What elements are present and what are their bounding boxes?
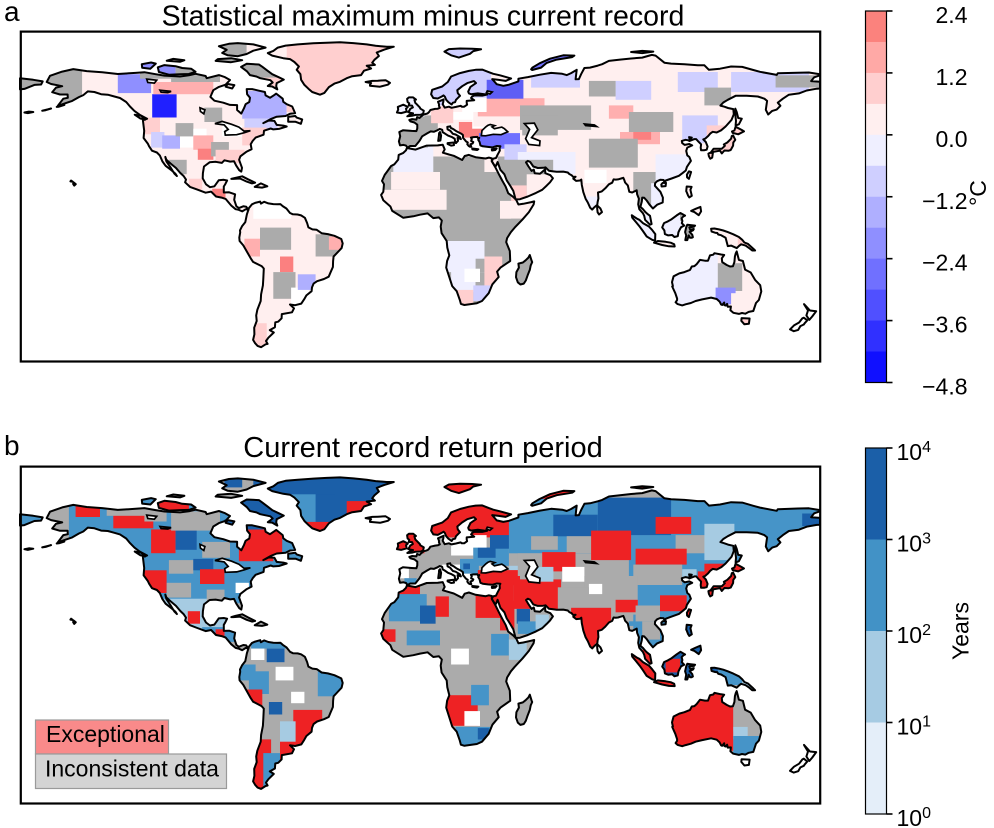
svg-text:Statistical maximum minus curr: Statistical maximum minus current record xyxy=(162,1,685,33)
svg-text:−2.4: −2.4 xyxy=(922,250,968,276)
svg-text:Inconsistent data: Inconsistent data xyxy=(45,756,219,782)
svg-text:Exceptional: Exceptional xyxy=(46,721,165,747)
svg-text:0.0: 0.0 xyxy=(936,126,968,152)
svg-text:Years: Years xyxy=(948,602,974,660)
svg-text:−3.6: −3.6 xyxy=(922,312,967,338)
svg-text:−1.2: −1.2 xyxy=(922,188,967,214)
svg-text:1.2: 1.2 xyxy=(936,64,968,90)
svg-text:−4.8: −4.8 xyxy=(922,374,967,400)
svg-text:2.4: 2.4 xyxy=(936,2,968,28)
svg-text:°C: °C xyxy=(965,180,991,206)
svg-text:b: b xyxy=(4,430,20,461)
svg-text:a: a xyxy=(4,0,20,27)
svg-text:Current record return period: Current record return period xyxy=(243,432,602,464)
